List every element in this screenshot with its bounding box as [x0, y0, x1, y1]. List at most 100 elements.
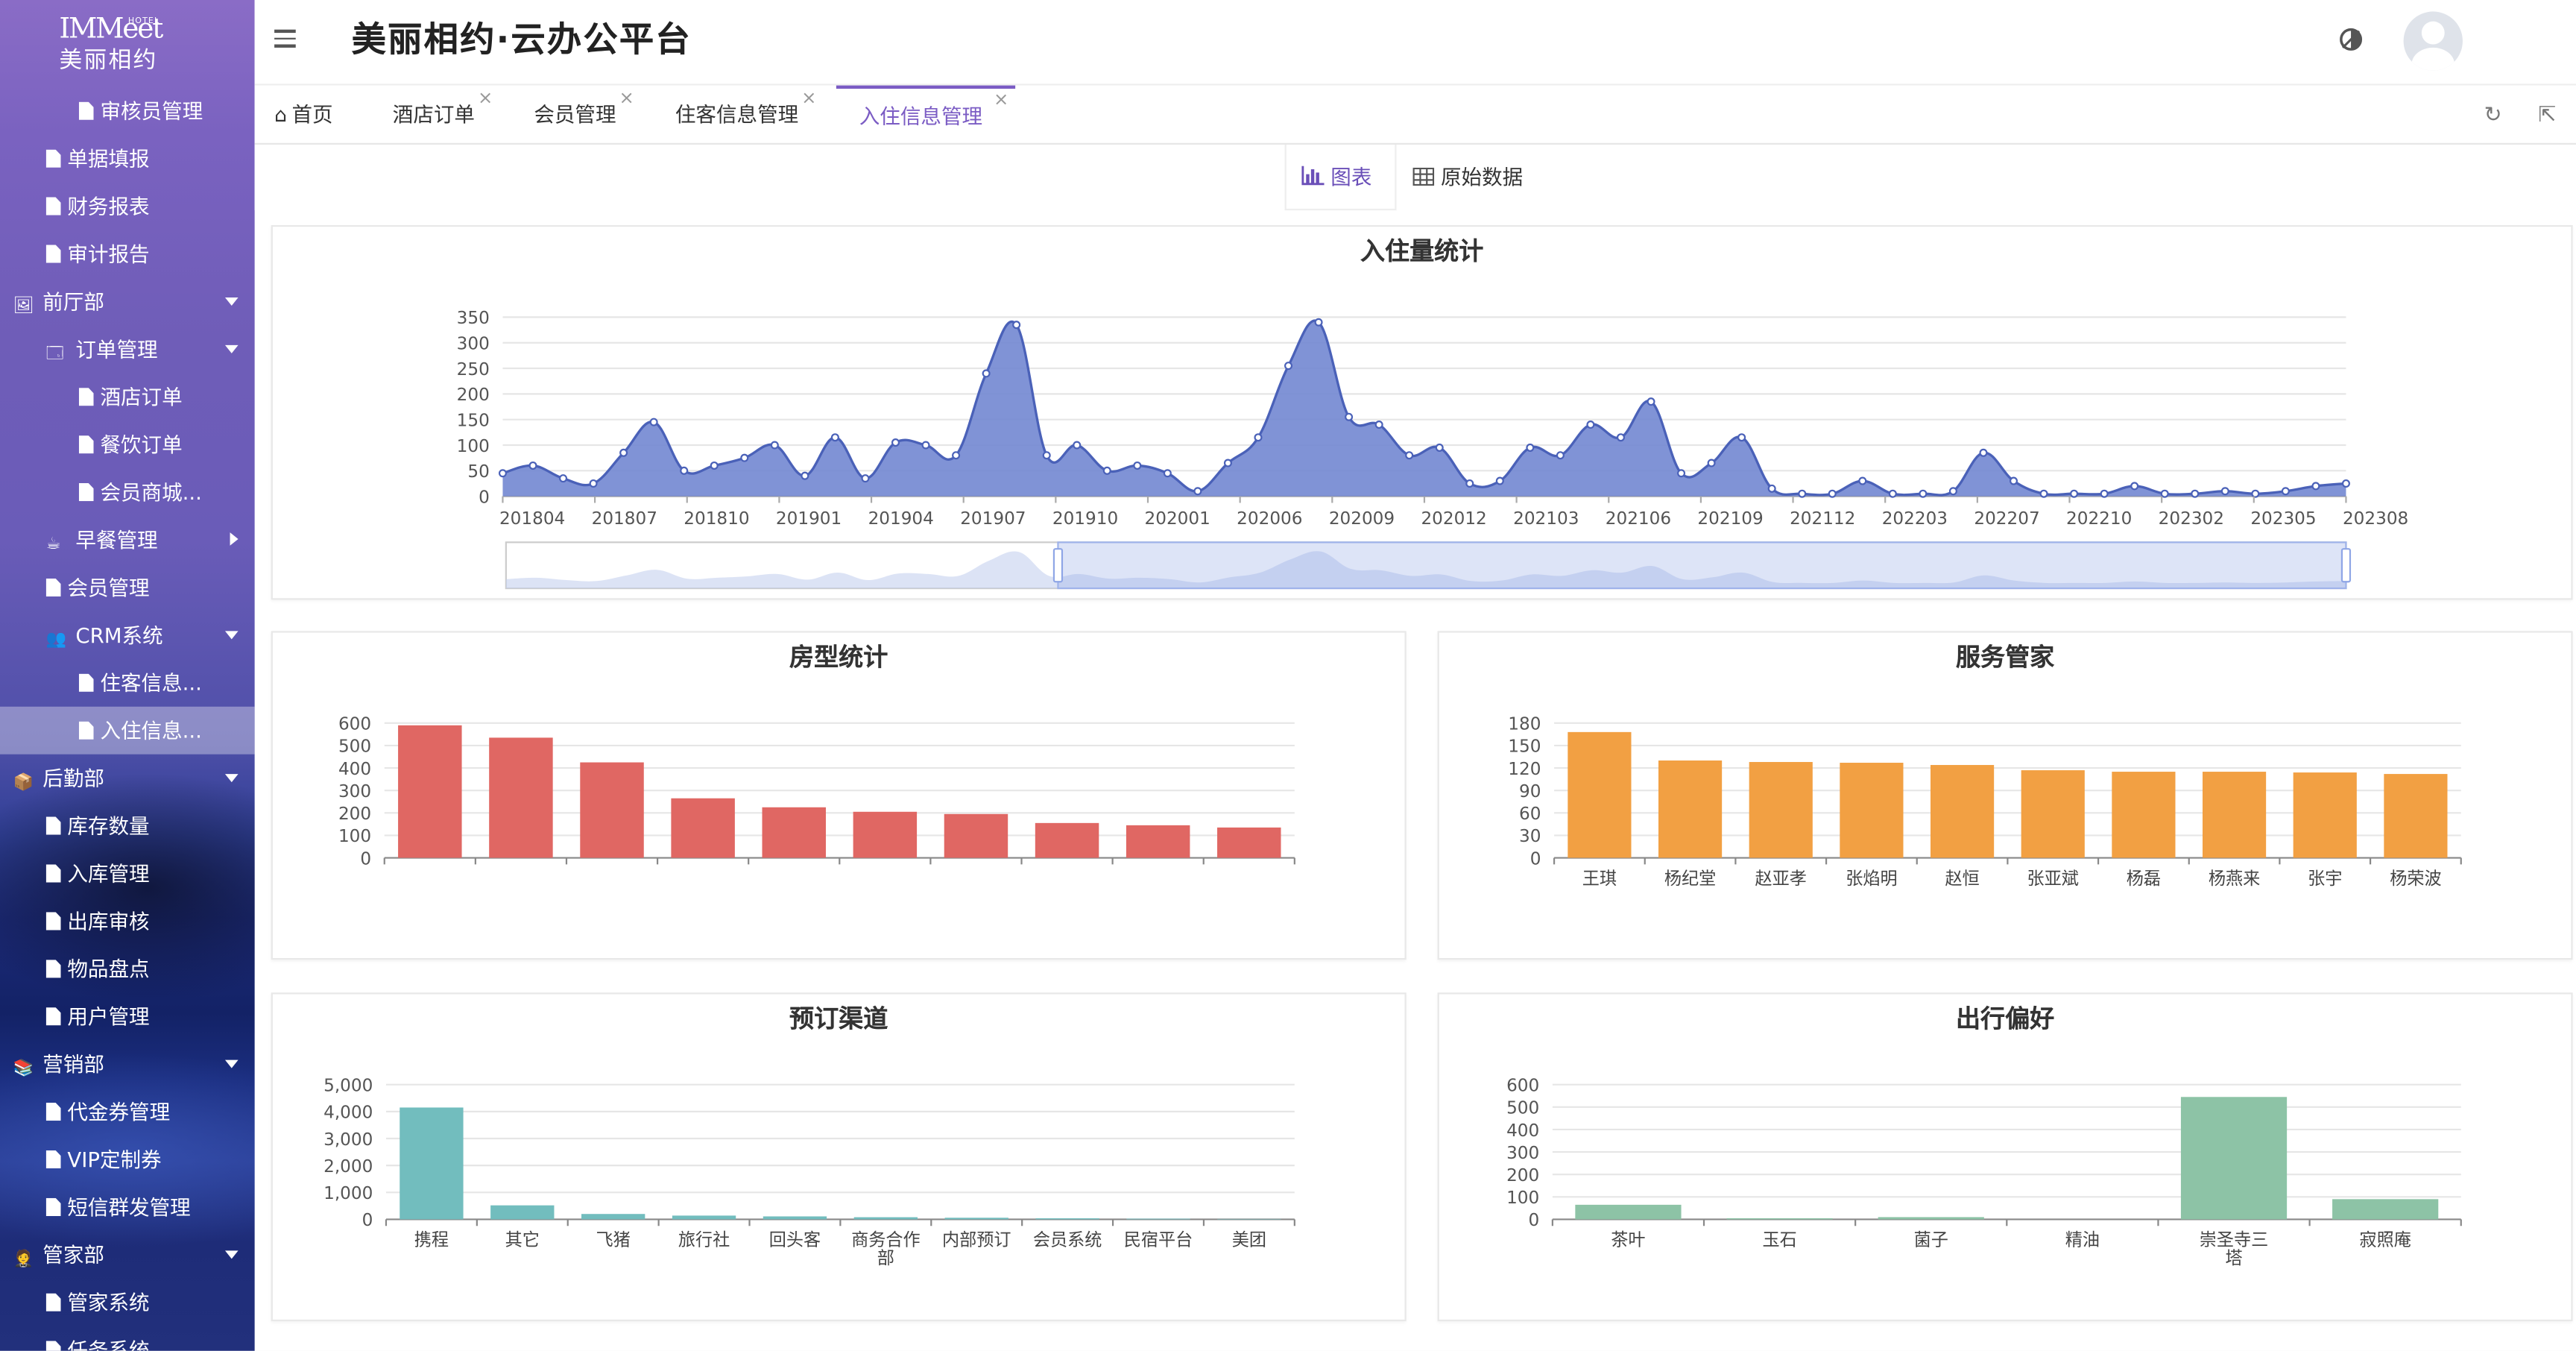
y-tick-label: 600: [1506, 1077, 1539, 1096]
y-tick-label: 3,000: [323, 1130, 373, 1150]
sidebar-item[interactable]: 审计报告: [0, 230, 255, 278]
y-tick-label: 90: [1519, 782, 1541, 802]
bar: [581, 1214, 645, 1220]
data-point: [1133, 461, 1142, 470]
x-tick-label: 赵亚孝: [1755, 869, 1807, 889]
sidebar-item[interactable]: 📚 营销部: [0, 1040, 255, 1088]
open-external-icon[interactable]: ⇱: [2538, 103, 2557, 128]
chevron-right-icon[interactable]: [230, 532, 239, 546]
sidebar-item[interactable]: 任务系统: [0, 1326, 255, 1351]
x-tick-label: 202006: [1237, 509, 1302, 529]
sidebar-item[interactable]: 入住信息...: [0, 706, 255, 755]
sidebar-item[interactable]: 出库审核: [0, 897, 255, 945]
x-tick-label: 民宿平台: [1124, 1231, 1193, 1250]
x-tick-label: 201904: [868, 509, 934, 529]
x-tick-label: 寂照庵: [2359, 1231, 2411, 1250]
bar: [1126, 825, 1190, 858]
doc-icon: [45, 1197, 61, 1217]
sidebar-item[interactable]: 审核员管理: [0, 87, 255, 135]
tab-item[interactable]: 住客信息管理 ×: [675, 86, 817, 145]
data-point: [1193, 487, 1202, 496]
datazoom-handle[interactable]: [1052, 548, 1064, 583]
chevron-down-icon[interactable]: [224, 1250, 239, 1259]
sidebar-item[interactable]: 管家系统: [0, 1279, 255, 1326]
data-point: [1435, 443, 1444, 452]
data-point: [2281, 487, 2290, 496]
bar: [400, 1107, 464, 1220]
sidebar-item[interactable]: 酒店订单: [0, 373, 255, 421]
sidebar-item[interactable]: 🗔 订单管理: [0, 325, 255, 373]
x-tick-label: 旅行社: [678, 1231, 730, 1250]
sidebar-item[interactable]: ☕ 早餐管理: [0, 516, 255, 564]
tab-item[interactable]: 会员管理 ×: [534, 86, 634, 145]
sidebar-item[interactable]: 短信群发管理: [0, 1183, 255, 1231]
chevron-down-icon[interactable]: [224, 1059, 239, 1068]
sidebar-item[interactable]: 👥 CRM系统: [0, 611, 255, 659]
sidebar-item[interactable]: 🖼 前厅部: [0, 277, 255, 325]
chevron-down-icon[interactable]: [224, 631, 239, 640]
data-point: [982, 369, 991, 378]
doc-icon: [45, 1007, 61, 1026]
x-tick-label: 202305: [2250, 509, 2316, 529]
y-tick-label: 0: [362, 1211, 373, 1230]
y-tick-label: 60: [1519, 804, 1541, 824]
chevron-down-icon[interactable]: [224, 297, 239, 306]
data-point: [1314, 318, 1323, 327]
sidebar-item[interactable]: 住客信息...: [0, 659, 255, 707]
data-point: [680, 466, 689, 475]
refresh-icon[interactable]: ↻: [2484, 103, 2502, 128]
data-point: [1405, 451, 1414, 460]
sidebar-item[interactable]: 会员管理: [0, 564, 255, 611]
chevron-down-icon[interactable]: [224, 774, 239, 783]
sidebar-item[interactable]: 入库管理: [0, 850, 255, 898]
datazoom-selection[interactable]: [1057, 541, 2347, 590]
logo[interactable]: IMMeet HOTEL 美丽相约: [49, 13, 180, 79]
user-avatar[interactable]: [2403, 11, 2463, 71]
data-point: [1767, 484, 1776, 493]
tab-item[interactable]: 酒店订单 ×: [393, 86, 493, 145]
close-icon[interactable]: ×: [477, 86, 493, 109]
tab-item[interactable]: 入住信息管理 ×: [836, 85, 1016, 145]
x-tick-label: 飞猪: [596, 1231, 631, 1250]
sidebar-item[interactable]: 财务报表: [0, 183, 255, 230]
sidebar-item[interactable]: VIP定制券: [0, 1136, 255, 1183]
data-point: [2100, 489, 2109, 498]
bar: [672, 1215, 736, 1220]
theme-toggle-icon[interactable]: [2337, 26, 2367, 56]
close-icon[interactable]: ×: [994, 89, 1009, 110]
x-tick-label: 杨纪堂: [1664, 869, 1716, 889]
sidebar-item[interactable]: 代金券管理: [0, 1088, 255, 1136]
datazoom-handle[interactable]: [2340, 548, 2352, 583]
sidebar-item-label: 财务报表: [67, 194, 150, 219]
raw-data-button[interactable]: 原始数据: [1412, 145, 1523, 210]
close-icon[interactable]: ×: [619, 86, 634, 109]
bar: [1035, 1218, 1099, 1220]
sidebar-item[interactable]: 单据填报: [0, 135, 255, 183]
tab-item[interactable]: ⌂ 首页: [274, 86, 333, 145]
chart-view-button[interactable]: 图表: [1301, 145, 1371, 210]
x-tick-label: 美团: [1232, 1231, 1266, 1250]
chevron-down-icon[interactable]: [224, 344, 239, 353]
sidebar-item[interactable]: 餐饮订单: [0, 421, 255, 468]
sidebar-item[interactable]: 用户管理: [0, 992, 255, 1040]
menu-toggle-icon[interactable]: [274, 29, 296, 49]
sidebar-item[interactable]: 库存数量: [0, 802, 255, 850]
sidebar-item-label: 短信群发管理: [67, 1194, 191, 1220]
sidebar-item-label: 审核员管理: [100, 98, 203, 124]
sidebar-item[interactable]: 🤵 管家部: [0, 1231, 255, 1279]
y-tick-label: 120: [1508, 760, 1541, 779]
bar: [2021, 770, 2085, 858]
bar: [944, 1218, 1008, 1220]
sidebar-item[interactable]: 物品盘点: [0, 945, 255, 992]
data-point: [1948, 487, 1957, 496]
sidebar-item[interactable]: 📦 后勤部: [0, 755, 255, 802]
sidebar-item[interactable]: 会员商城...: [0, 468, 255, 516]
x-tick-label: 携程: [414, 1231, 449, 1250]
y-tick-label: 2,000: [323, 1157, 373, 1177]
data-point: [2220, 487, 2229, 496]
data-point: [2070, 489, 2079, 498]
close-icon[interactable]: ×: [801, 86, 817, 109]
data-point: [710, 461, 719, 470]
y-tick-label: 100: [338, 827, 371, 846]
